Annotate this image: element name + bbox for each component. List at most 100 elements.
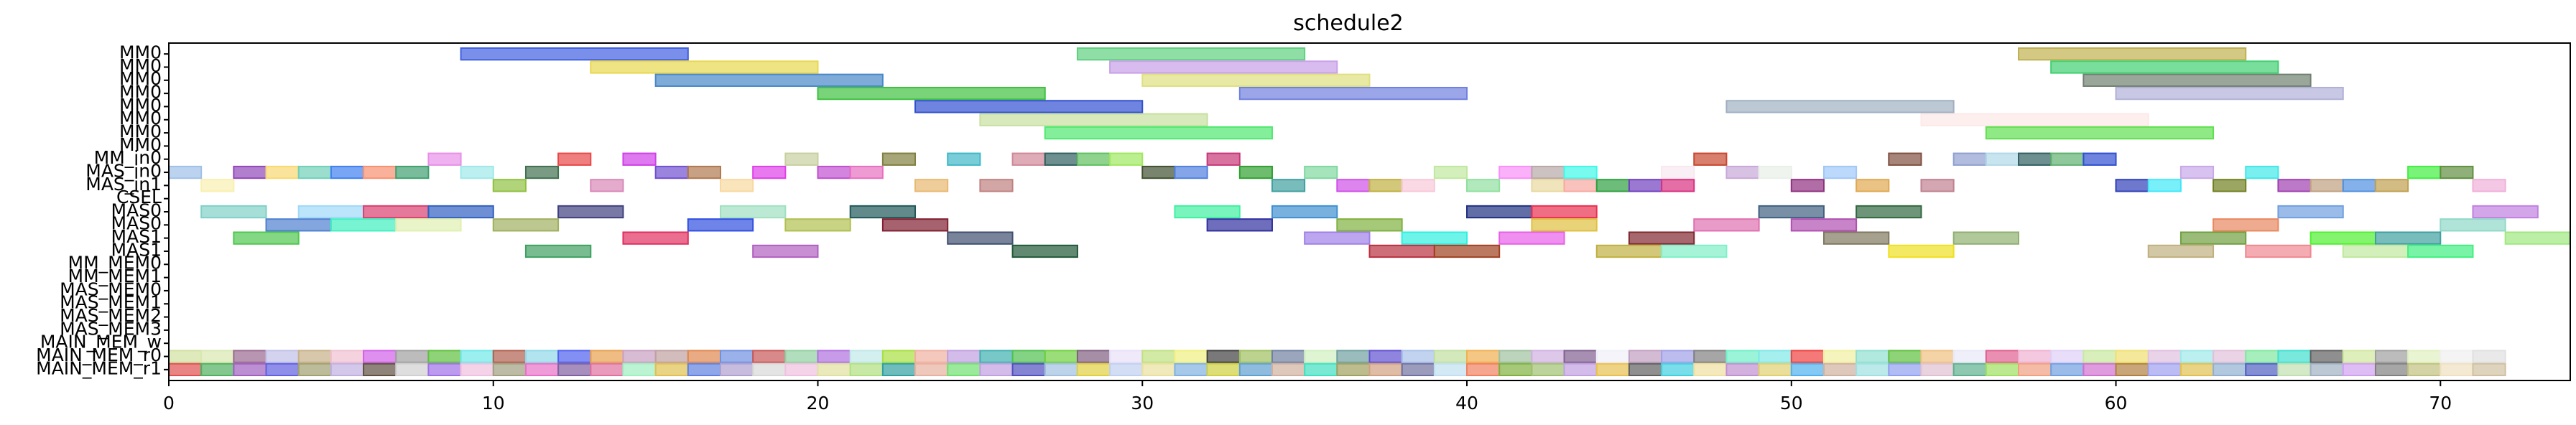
- task-bar: [1076, 47, 1306, 61]
- task-bar: [2050, 60, 2279, 74]
- y-tick-label: MM0: [119, 68, 162, 89]
- task-bar: [1628, 231, 1695, 245]
- task-bar: [1661, 244, 1728, 258]
- mem-read0-bar: [1595, 350, 1630, 363]
- mem-read1-bar: [947, 363, 981, 376]
- task-bar: [1888, 152, 1922, 166]
- mem-read0-bar: [1076, 350, 1111, 363]
- mem-read0-bar: [1693, 350, 1728, 363]
- y-tick-label: MAS1: [111, 239, 162, 260]
- mem-read1-bar: [1011, 363, 1046, 376]
- y-tick-label: MAS_in0: [85, 160, 162, 181]
- mem-read1-bar: [1304, 363, 1338, 376]
- task-bar: [557, 205, 624, 219]
- task-bar: [622, 231, 689, 245]
- task-bar: [1109, 60, 1338, 74]
- task-bar: [1401, 179, 1435, 192]
- task-bar: [395, 165, 430, 179]
- mem-read0-bar: [979, 350, 1014, 363]
- mem-read1-bar: [2309, 363, 2344, 376]
- task-bar: [1368, 179, 1403, 192]
- x-tick-label: 0: [163, 393, 175, 414]
- task-bar: [1206, 152, 1241, 166]
- task-bar: [1206, 218, 1273, 232]
- mem-read1-bar: [979, 363, 1014, 376]
- mem-read0-bar: [1498, 350, 1533, 363]
- task-bar: [1790, 218, 1858, 232]
- task-bar: [363, 165, 397, 179]
- mem-read0-bar: [2245, 350, 2279, 363]
- mem-read0-bar: [881, 350, 917, 363]
- mem-read0-bar: [687, 350, 721, 363]
- task-bar: [524, 244, 592, 258]
- mem-read1-bar: [1401, 363, 1435, 376]
- task-bar: [1271, 205, 1338, 219]
- y-tick-label: MM0: [119, 82, 162, 103]
- task-bar: [1011, 152, 1046, 166]
- mem-read1-bar: [1985, 363, 2020, 376]
- mem-read1-bar: [881, 363, 917, 376]
- mem-read1-bar: [2245, 363, 2279, 376]
- mem-read0-bar: [2082, 350, 2117, 363]
- mem-read1-bar: [817, 363, 851, 376]
- mem-read0-bar: [1952, 350, 1987, 363]
- task-bar: [2342, 244, 2409, 258]
- mem-read1-bar: [330, 363, 365, 376]
- mem-read1-bar: [1920, 363, 1955, 376]
- mem-read1-bar: [1141, 363, 1176, 376]
- mem-read1-bar: [557, 363, 592, 376]
- mem-read0-bar: [1790, 350, 1825, 363]
- x-tick-label: 60: [2105, 393, 2128, 414]
- task-bar: [687, 218, 754, 232]
- mem-read0-bar: [2018, 350, 2052, 363]
- task-bar: [2082, 152, 2117, 166]
- mem-read0-bar: [1238, 350, 1273, 363]
- task-bar: [2440, 218, 2506, 232]
- mem-read0-bar: [1206, 350, 1241, 363]
- mem-read0-bar: [1466, 350, 1501, 363]
- mem-read0-bar: [947, 350, 981, 363]
- task-bar: [2147, 244, 2215, 258]
- task-bar: [524, 165, 560, 179]
- mem-read1-bar: [492, 363, 527, 376]
- task-bar: [2179, 231, 2247, 245]
- task-bar: [2277, 205, 2344, 219]
- task-bar: [2050, 152, 2085, 166]
- mem-read0-bar: [427, 350, 462, 363]
- mem-read1-bar: [1822, 363, 1858, 376]
- y-tick-label: MM0: [119, 55, 162, 76]
- mem-read1-bar: [2472, 363, 2506, 376]
- task-bar: [1531, 205, 1598, 219]
- mem-read0-bar: [330, 350, 365, 363]
- task-bar: [1790, 179, 1825, 192]
- mem-read0-bar: [2407, 350, 2442, 363]
- task-bar: [1044, 152, 1078, 166]
- mem-read0-bar: [2472, 350, 2506, 363]
- mem-read0-bar: [492, 350, 527, 363]
- task-bar: [1238, 86, 1468, 101]
- task-bar: [2407, 165, 2442, 179]
- mem-read0-bar: [1304, 350, 1338, 363]
- mem-read0-bar: [460, 350, 494, 363]
- mem-read0-bar: [914, 350, 949, 363]
- mem-read0-bar: [1822, 350, 1858, 363]
- y-axis-labels: MM0MM0MM0MM0MM0MM0MM0MM0MM_in0MAS_in0MAS…: [36, 42, 169, 378]
- mem-read0-bar: [363, 350, 397, 363]
- task-bar: [330, 165, 365, 179]
- mem-read1-bar: [2082, 363, 2117, 376]
- mem-read1-bar: [719, 363, 754, 376]
- task-bar: [1628, 179, 1663, 192]
- mem-read1-bar: [2050, 363, 2085, 376]
- task-bar: [2374, 231, 2442, 245]
- task-bar: [265, 218, 332, 232]
- task-bar: [2374, 179, 2409, 192]
- task-bar: [947, 152, 981, 166]
- task-bar: [1563, 179, 1598, 192]
- mem-read0-bar: [297, 350, 332, 363]
- mem-read0-bar: [1725, 350, 1760, 363]
- task-bar: [881, 218, 949, 232]
- task-bar: [784, 152, 819, 166]
- y-tick-label: MAS_MEM3: [60, 318, 162, 339]
- task-bar: [1109, 152, 1144, 166]
- task-bar: [590, 179, 624, 192]
